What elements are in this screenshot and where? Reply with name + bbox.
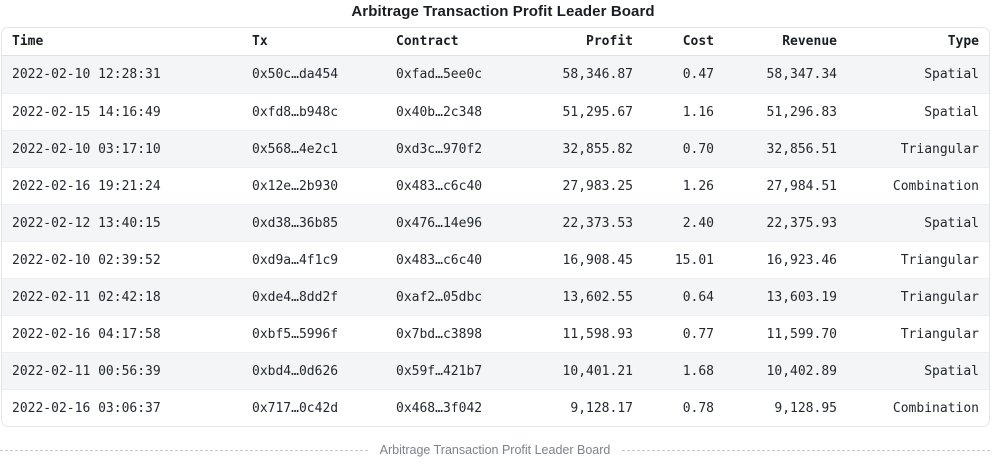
cell-profit: 51,295.67 — [562, 104, 633, 120]
cell-revenue: 16,923.46 — [766, 252, 837, 268]
table-row: 2022-02-11 00:56:39 0xbd4…0d626 0x59f…42… — [2, 352, 989, 389]
cell-time: 2022-02-10 03:17:10 — [12, 141, 161, 157]
cell-cost: 0.47 — [682, 67, 714, 82]
table-row: 2022-02-10 02:39:52 0xd9a…4f1c9 0x483…c6… — [2, 241, 989, 278]
cell-revenue: 13,603.19 — [766, 289, 837, 305]
cell-type: Spatial — [924, 363, 979, 379]
cell-contract: 0x468…3f042 — [396, 400, 483, 416]
cell-contract: 0x40b…2c348 — [396, 104, 483, 120]
column-header-profit: Profit — [586, 34, 633, 49]
cell-contract: 0xd3c…970f2 — [396, 141, 483, 157]
cell-time: 2022-02-10 02:39:52 — [12, 252, 161, 268]
cell-profit: 10,401.21 — [562, 363, 633, 379]
cell-type: Spatial — [924, 215, 979, 231]
column-header-time: Time — [12, 34, 44, 49]
column-header-revenue: Revenue — [782, 34, 837, 49]
column-header-cost: Cost — [682, 34, 714, 49]
cell-profit: 22,373.53 — [562, 215, 633, 231]
cell-contract: 0xfad…5ee0c — [396, 67, 483, 82]
cell-revenue: 27,984.51 — [766, 178, 837, 194]
cell-tx: 0x12e…2b930 — [252, 178, 339, 194]
leaderboard-table: Time Tx Contract Profit Cost Revenue Typ… — [1, 27, 990, 427]
cell-profit: 27,983.25 — [562, 178, 633, 194]
table-row: 2022-02-16 04:17:58 0xbf5…5996f 0x7bd…c3… — [2, 315, 989, 352]
cell-cost: 0.70 — [682, 141, 714, 157]
column-header-contract: Contract — [396, 34, 459, 49]
cell-tx: 0x717…0c42d — [252, 400, 339, 416]
cell-contract: 0x7bd…c3898 — [396, 326, 483, 342]
cell-tx: 0xfd8…b948c — [252, 104, 339, 120]
cell-type: Triangular — [900, 289, 979, 305]
cell-time: 2022-02-11 00:56:39 — [12, 363, 161, 379]
cell-tx: 0x50c…da454 — [252, 67, 339, 82]
cell-contract: 0x476…14e96 — [396, 215, 483, 231]
cell-contract: 0xaf2…05dbc — [396, 289, 483, 305]
cell-tx: 0xbd4…0d626 — [252, 363, 339, 379]
caption-dashed-rule-left — [0, 449, 368, 451]
cell-time: 2022-02-11 02:42:18 — [12, 289, 161, 305]
cell-type: Triangular — [900, 141, 979, 157]
table-row: 2022-02-12 13:40:15 0xd38…36b85 0x476…14… — [2, 204, 989, 241]
cell-profit: 32,855.82 — [562, 141, 633, 157]
cell-contract: 0x483…c6c40 — [396, 252, 483, 268]
cell-revenue: 9,128.95 — [774, 400, 837, 416]
cell-revenue: 51,296.83 — [766, 104, 837, 120]
cell-cost: 15.01 — [674, 252, 714, 268]
cell-type: Combination — [892, 400, 979, 416]
cell-time: 2022-02-10 12:28:31 — [12, 67, 161, 82]
cell-cost: 0.78 — [682, 400, 714, 416]
table-caption: Arbitrage Transaction Profit Leader Boar… — [0, 443, 990, 457]
page-title: Arbitrage Transaction Profit Leader Boar… — [351, 3, 655, 20]
table-row: 2022-02-16 03:06:37 0x717…0c42d 0x468…3f… — [2, 389, 989, 426]
cell-profit: 13,602.55 — [562, 289, 633, 305]
cell-tx: 0xd9a…4f1c9 — [252, 252, 339, 268]
cell-contract: 0x59f…421b7 — [396, 363, 483, 379]
table-row: 2022-02-10 03:17:10 0x568…4e2c1 0xd3c…97… — [2, 130, 989, 167]
cell-type: Triangular — [900, 326, 979, 342]
cell-revenue: 11,599.70 — [766, 326, 837, 342]
cell-tx: 0xd38…36b85 — [252, 215, 339, 231]
cell-type: Spatial — [924, 104, 979, 120]
cell-cost: 0.64 — [682, 289, 714, 305]
cell-type: Spatial — [924, 67, 979, 82]
cell-type: Triangular — [900, 252, 979, 268]
cell-time: 2022-02-16 19:21:24 — [12, 178, 161, 194]
cell-tx: 0xbf5…5996f — [252, 326, 339, 342]
cell-type: Combination — [892, 178, 979, 194]
cell-profit: 58,346.87 — [562, 67, 633, 82]
caption-dashed-rule-right — [622, 449, 990, 451]
caption-text: Arbitrage Transaction Profit Leader Boar… — [379, 443, 611, 457]
cell-tx: 0x568…4e2c1 — [252, 141, 339, 157]
cell-cost: 1.16 — [682, 104, 714, 120]
table-row: 2022-02-15 14:16:49 0xfd8…b948c 0x40b…2c… — [2, 93, 989, 130]
table-header-row: Time Tx Contract Profit Cost Revenue Typ… — [2, 28, 989, 56]
table-row: 2022-02-11 02:42:18 0xde4…8dd2f 0xaf2…05… — [2, 278, 989, 315]
column-header-tx: Tx — [252, 34, 268, 49]
cell-cost: 2.40 — [682, 215, 714, 231]
cell-cost: 1.68 — [682, 363, 714, 379]
cell-revenue: 32,856.51 — [766, 141, 837, 157]
cell-tx: 0xde4…8dd2f — [252, 289, 339, 305]
cell-profit: 11,598.93 — [562, 326, 633, 342]
cell-time: 2022-02-12 13:40:15 — [12, 215, 161, 231]
cell-revenue: 10,402.89 — [766, 363, 837, 379]
table-row: 2022-02-16 19:21:24 0x12e…2b930 0x483…c6… — [2, 167, 989, 204]
cell-revenue: 22,375.93 — [766, 215, 837, 231]
cell-time: 2022-02-16 04:17:58 — [12, 326, 161, 342]
cell-cost: 1.26 — [682, 178, 714, 194]
table-row: 2022-02-10 12:28:31 0x50c…da454 0xfad…5e… — [2, 56, 989, 93]
cell-profit: 16,908.45 — [562, 252, 633, 268]
cell-revenue: 58,347.34 — [766, 67, 837, 82]
cell-profit: 9,128.17 — [570, 400, 633, 416]
column-header-type: Type — [947, 34, 979, 49]
cell-cost: 0.77 — [682, 326, 714, 342]
cell-time: 2022-02-15 14:16:49 — [12, 104, 161, 120]
cell-time: 2022-02-16 03:06:37 — [12, 400, 161, 416]
cell-contract: 0x483…c6c40 — [396, 178, 483, 194]
